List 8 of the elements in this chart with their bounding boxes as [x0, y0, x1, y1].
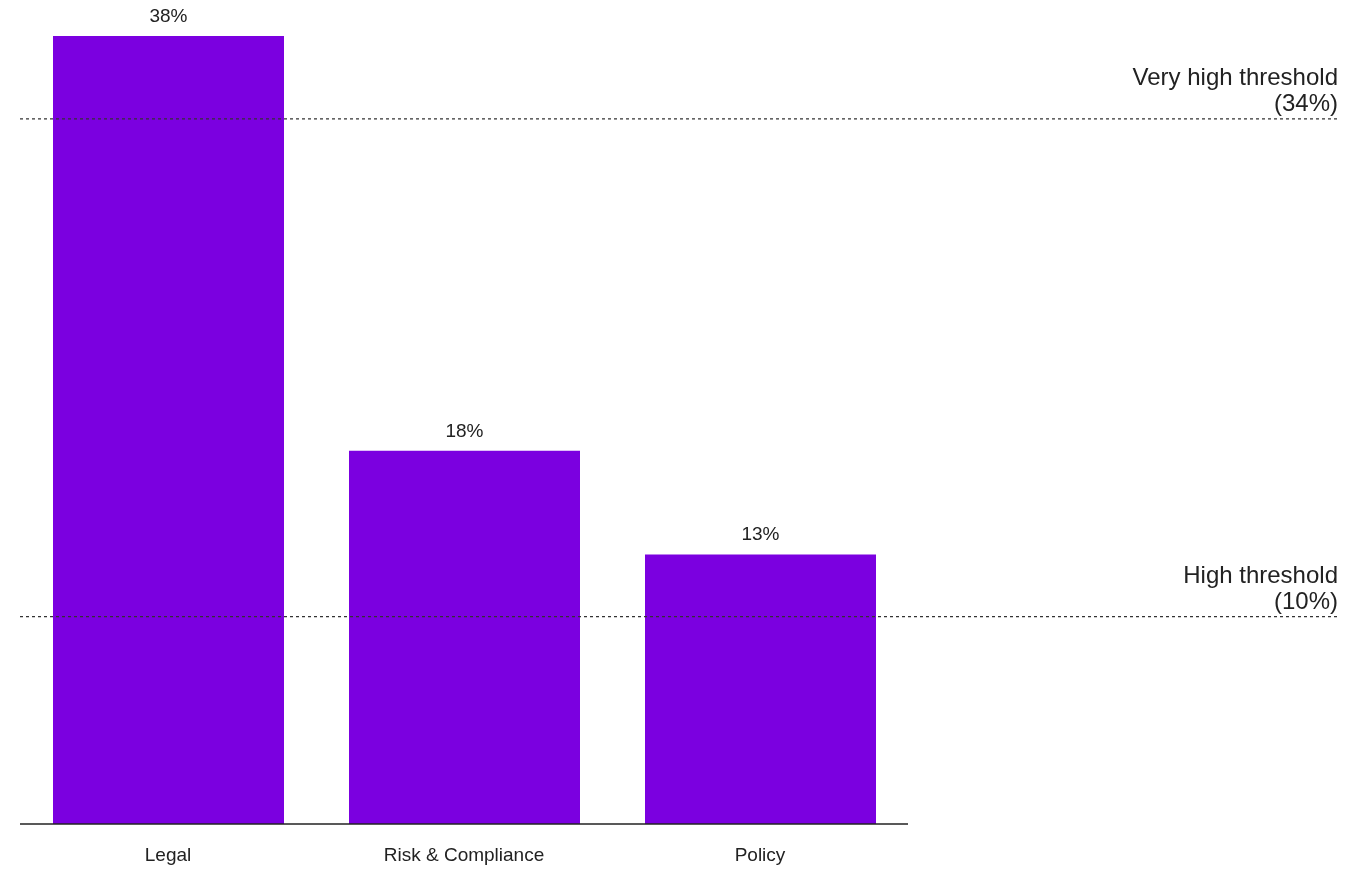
- ref-line-label: Very high threshold (34%): [1132, 62, 1338, 116]
- data-label: 13%: [741, 523, 780, 545]
- x-tick-label: Risk & Compliance: [383, 844, 545, 866]
- ref-line-label: High threshold (10%): [1183, 560, 1338, 614]
- data-label: 18%: [445, 419, 484, 441]
- data-label: 38%: [149, 5, 188, 26]
- x-tick-label: Policy: [734, 844, 786, 866]
- x-tick-label: Legal: [144, 844, 192, 866]
